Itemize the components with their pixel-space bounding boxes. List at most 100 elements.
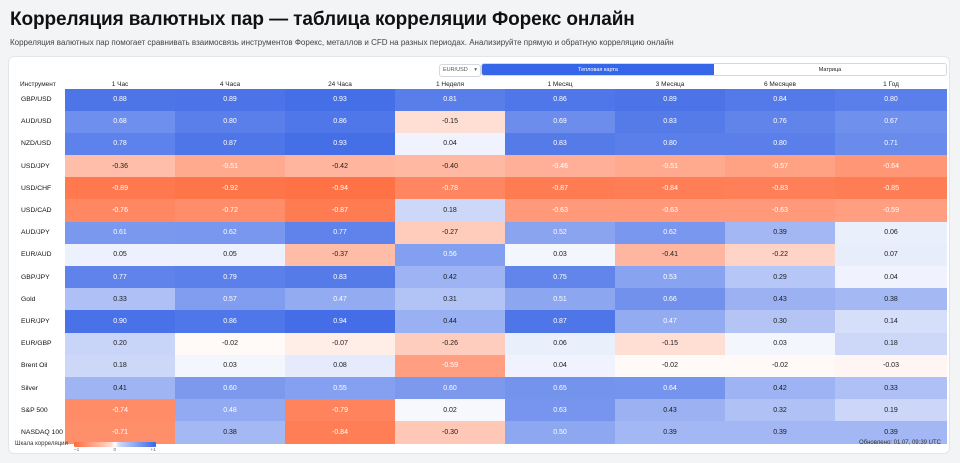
correlation-cell[interactable]: 0.60: [395, 376, 505, 400]
correlation-cell[interactable]: 0.89: [175, 89, 285, 111]
correlation-cell[interactable]: 0.44: [395, 310, 505, 333]
correlation-cell[interactable]: 0.48: [175, 399, 285, 422]
correlation-cell[interactable]: -0.92: [175, 177, 285, 200]
correlation-cell[interactable]: 0.93: [285, 89, 395, 111]
correlation-cell[interactable]: -0.02: [615, 354, 725, 377]
correlation-cell[interactable]: 0.94: [285, 310, 395, 333]
correlation-cell[interactable]: -0.22: [725, 243, 835, 266]
correlation-cell[interactable]: 0.77: [65, 266, 175, 289]
correlation-cell[interactable]: 0.80: [835, 89, 947, 111]
correlation-cell[interactable]: 0.55: [285, 376, 395, 400]
correlation-cell[interactable]: 0.43: [615, 399, 725, 422]
correlation-cell[interactable]: 0.50: [505, 421, 615, 444]
correlation-cell[interactable]: 0.42: [725, 376, 835, 400]
correlation-cell[interactable]: 0.39: [725, 421, 835, 444]
correlation-cell[interactable]: 0.03: [725, 332, 835, 355]
correlation-cell[interactable]: -0.02: [725, 354, 835, 377]
correlation-cell[interactable]: 0.71: [835, 132, 947, 156]
correlation-cell[interactable]: -0.41: [615, 243, 725, 266]
correlation-cell[interactable]: 0.83: [285, 266, 395, 289]
correlation-cell[interactable]: 0.08: [285, 354, 395, 377]
correlation-cell[interactable]: 0.86: [175, 310, 285, 333]
correlation-cell[interactable]: -0.85: [835, 177, 947, 200]
correlation-cell[interactable]: -0.89: [65, 177, 175, 200]
correlation-cell[interactable]: 0.76: [725, 110, 835, 133]
correlation-cell[interactable]: 0.05: [65, 243, 175, 266]
correlation-cell[interactable]: -0.84: [615, 177, 725, 200]
correlation-cell[interactable]: -0.15: [615, 332, 725, 355]
correlation-cell[interactable]: -0.37: [285, 243, 395, 266]
correlation-cell[interactable]: 0.86: [505, 89, 615, 111]
correlation-cell[interactable]: 0.43: [725, 288, 835, 311]
correlation-cell[interactable]: 0.06: [505, 332, 615, 355]
correlation-cell[interactable]: -0.59: [395, 354, 505, 377]
correlation-cell[interactable]: -0.26: [395, 332, 505, 355]
correlation-cell[interactable]: -0.63: [615, 199, 725, 222]
correlation-cell[interactable]: 0.29: [725, 266, 835, 289]
correlation-cell[interactable]: -0.74: [65, 399, 175, 422]
correlation-cell[interactable]: -0.63: [725, 199, 835, 222]
correlation-cell[interactable]: -0.63: [505, 199, 615, 222]
correlation-cell[interactable]: -0.57: [725, 155, 835, 178]
correlation-cell[interactable]: -0.87: [285, 199, 395, 222]
correlation-cell[interactable]: 0.79: [175, 266, 285, 289]
correlation-cell[interactable]: 0.86: [285, 110, 395, 133]
pair-select[interactable]: EUR/USD ▾: [439, 63, 481, 77]
correlation-cell[interactable]: -0.72: [175, 199, 285, 222]
correlation-cell[interactable]: 0.18: [395, 199, 505, 222]
correlation-cell[interactable]: -0.02: [175, 332, 285, 355]
correlation-cell[interactable]: 0.81: [395, 89, 505, 111]
correlation-cell[interactable]: 0.66: [615, 288, 725, 311]
tab-matrix[interactable]: Матрица: [714, 64, 946, 75]
correlation-cell[interactable]: 0.03: [175, 354, 285, 377]
correlation-cell[interactable]: -0.71: [65, 421, 175, 444]
correlation-cell[interactable]: 0.39: [835, 421, 947, 444]
correlation-cell[interactable]: 0.30: [725, 310, 835, 333]
correlation-cell[interactable]: -0.42: [285, 155, 395, 178]
correlation-cell[interactable]: 0.04: [505, 354, 615, 377]
correlation-cell[interactable]: -0.51: [175, 155, 285, 178]
correlation-cell[interactable]: 0.18: [65, 354, 175, 377]
correlation-cell[interactable]: 0.75: [505, 266, 615, 289]
correlation-cell[interactable]: -0.30: [395, 421, 505, 444]
correlation-cell[interactable]: 0.87: [505, 310, 615, 333]
correlation-cell[interactable]: -0.51: [615, 155, 725, 178]
correlation-cell[interactable]: 0.38: [175, 421, 285, 444]
correlation-cell[interactable]: 0.04: [395, 132, 505, 156]
correlation-cell[interactable]: -0.03: [835, 354, 947, 377]
correlation-cell[interactable]: 0.18: [835, 332, 947, 355]
correlation-cell[interactable]: -0.07: [285, 332, 395, 355]
correlation-cell[interactable]: 0.19: [835, 399, 947, 422]
correlation-cell[interactable]: 0.65: [505, 376, 615, 400]
correlation-cell[interactable]: -0.36: [65, 155, 175, 178]
correlation-cell[interactable]: 0.38: [835, 288, 947, 311]
correlation-cell[interactable]: 0.33: [65, 288, 175, 311]
correlation-cell[interactable]: -0.84: [285, 421, 395, 444]
correlation-cell[interactable]: 0.39: [725, 221, 835, 244]
correlation-cell[interactable]: 0.51: [505, 288, 615, 311]
tab-heatmap[interactable]: Тепловая карта: [482, 64, 714, 75]
correlation-cell[interactable]: 0.07: [835, 243, 947, 266]
correlation-cell[interactable]: 0.61: [65, 221, 175, 244]
correlation-cell[interactable]: -0.79: [285, 399, 395, 422]
correlation-cell[interactable]: 0.84: [725, 89, 835, 111]
correlation-cell[interactable]: 0.47: [615, 310, 725, 333]
correlation-cell[interactable]: 0.87: [175, 132, 285, 156]
correlation-cell[interactable]: 0.67: [835, 110, 947, 133]
correlation-cell[interactable]: 0.41: [65, 376, 175, 400]
correlation-cell[interactable]: 0.56: [395, 243, 505, 266]
correlation-cell[interactable]: 0.06: [835, 221, 947, 244]
correlation-cell[interactable]: 0.80: [175, 110, 285, 133]
correlation-cell[interactable]: 0.42: [395, 266, 505, 289]
correlation-cell[interactable]: 0.05: [175, 243, 285, 266]
correlation-cell[interactable]: 0.83: [505, 132, 615, 156]
correlation-cell[interactable]: 0.20: [65, 332, 175, 355]
correlation-cell[interactable]: 0.88: [65, 89, 175, 111]
correlation-cell[interactable]: 0.62: [175, 221, 285, 244]
correlation-cell[interactable]: -0.76: [65, 199, 175, 222]
correlation-cell[interactable]: -0.87: [505, 177, 615, 200]
correlation-cell[interactable]: 0.33: [835, 376, 947, 400]
correlation-cell[interactable]: 0.47: [285, 288, 395, 311]
correlation-cell[interactable]: 0.57: [175, 288, 285, 311]
correlation-cell[interactable]: 0.60: [175, 376, 285, 400]
